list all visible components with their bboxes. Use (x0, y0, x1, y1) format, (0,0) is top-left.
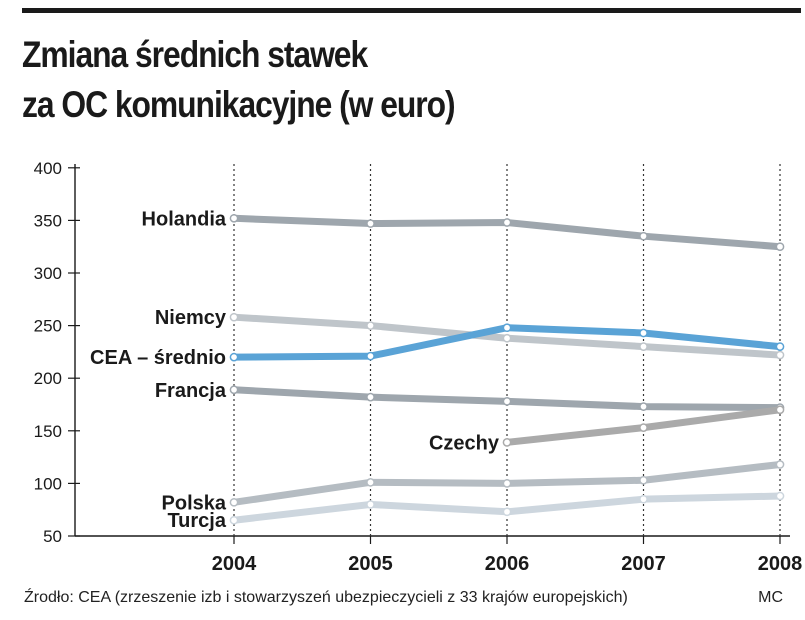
data-point-cea-srednio-0 (229, 352, 239, 362)
x-tick-label-2005: 2005 (348, 553, 393, 575)
data-point-holandia-0 (229, 213, 239, 223)
data-point-turcja-1 (366, 500, 375, 509)
data-point-cea-srednio-2 (502, 323, 512, 333)
y-tick-label-350: 350 (34, 211, 62, 230)
y-tick-label-150: 150 (34, 422, 62, 441)
top-rule (22, 8, 801, 13)
data-point-polska-2 (502, 479, 512, 488)
data-point-holandia-1 (366, 219, 375, 228)
data-point-francja-0 (229, 385, 239, 395)
y-tick-label-200: 200 (34, 369, 62, 388)
data-point-holandia-4 (775, 242, 785, 252)
series-label-niemcy: Niemcy (155, 307, 227, 329)
data-point-cea-srednio-1 (366, 351, 375, 361)
credit: MC (758, 589, 783, 606)
data-point-niemcy-0 (229, 312, 239, 322)
data-point-francja-3 (639, 402, 648, 411)
y-tick-label-400: 400 (34, 159, 62, 178)
data-point-polska-1 (366, 477, 375, 487)
data-point-turcja-0 (229, 515, 239, 525)
data-point-holandia-3 (639, 231, 648, 241)
chart-title-line-2: za OC komunikacyjne (w euro) (22, 84, 456, 125)
data-point-turcja-2 (502, 507, 512, 517)
data-point-niemcy-4 (775, 350, 785, 360)
data-point-polska-4 (775, 460, 785, 469)
data-point-czechy-1 (639, 423, 648, 432)
data-point-niemcy-2 (502, 333, 512, 343)
data-point-niemcy-3 (639, 342, 648, 351)
y-tick-label-250: 250 (34, 317, 62, 336)
data-point-holandia-2 (502, 218, 512, 227)
series-label-holandia: Holandia (142, 208, 227, 230)
data-point-cea-srednio-4 (775, 342, 785, 351)
series-label-turcja: Turcja (167, 510, 226, 532)
data-point-turcja-3 (639, 494, 648, 504)
chart-title-line-1: Zmiana średnich stawek (22, 34, 368, 75)
y-tick-label-100: 100 (34, 474, 62, 493)
series-label-cea-srednio: CEA – średnio (90, 347, 226, 369)
data-point-polska-3 (639, 475, 648, 485)
x-tick-label-2007: 2007 (621, 553, 666, 575)
series-label-polska: Polska (162, 492, 227, 514)
series-label-czechy: Czechy (429, 432, 500, 454)
y-tick-label-300: 300 (34, 264, 62, 283)
line-chart: 50 100 150 200 250 300 350 400 2004 2005 2006 2007 2… (34, 159, 803, 575)
data-point-turcja-4 (775, 491, 785, 501)
x-tick-label-2006: 2006 (485, 553, 530, 575)
series-label-francja: Francja (155, 380, 227, 402)
x-tick-label-2008: 2008 (758, 553, 803, 575)
data-point-polska-0 (229, 497, 239, 507)
chart-title: Zmiana średnich stawek za OC komunikacyj… (22, 30, 684, 130)
x-tick-label-2004: 2004 (212, 553, 257, 575)
source-note: Źrodło: CEA (zrzeszenie izb i stowarzysz… (24, 589, 628, 606)
data-point-francja-2 (502, 396, 512, 406)
data-point-francja-1 (366, 392, 375, 402)
data-point-czechy-2 (775, 405, 785, 415)
y-tick-label-50: 50 (43, 527, 62, 546)
data-point-czechy-0 (502, 438, 512, 447)
data-point-niemcy-1 (366, 321, 375, 330)
data-point-cea-srednio-3 (639, 328, 648, 338)
